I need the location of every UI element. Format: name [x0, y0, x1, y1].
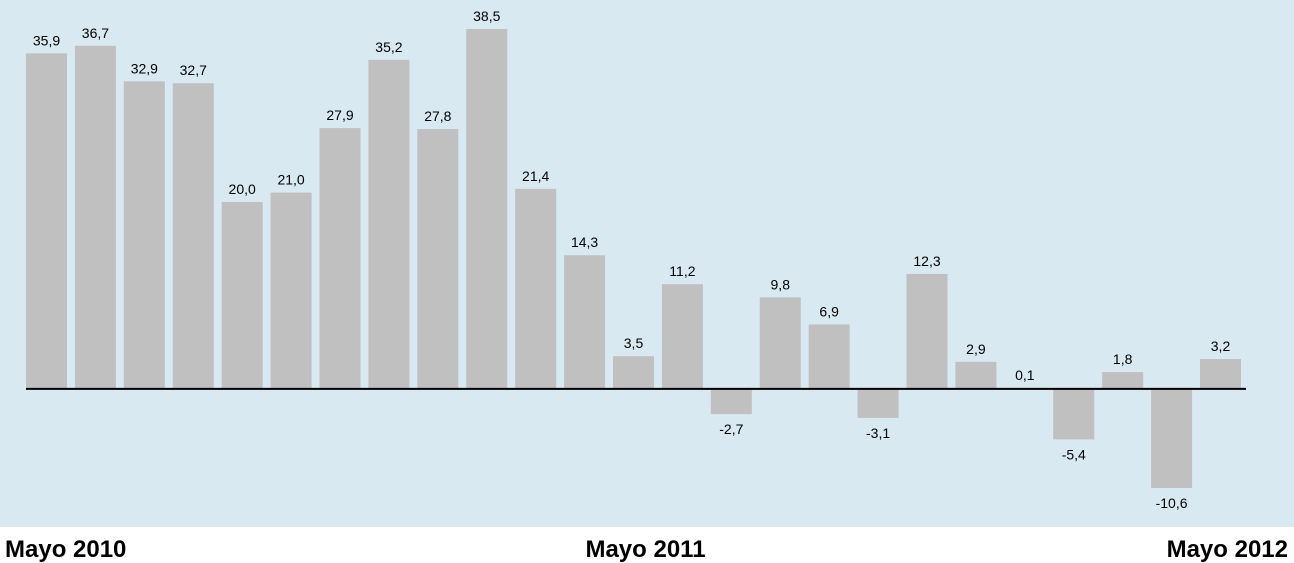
- data-label: 35,2: [375, 39, 402, 55]
- bar: [710, 388, 752, 415]
- bar: [368, 59, 410, 389]
- data-label: 32,7: [180, 62, 207, 78]
- bar: [270, 192, 312, 389]
- bar: [906, 273, 948, 389]
- data-label: 38,5: [473, 8, 500, 24]
- data-label: 12,3: [913, 253, 940, 269]
- bar: [808, 324, 850, 389]
- bar: [564, 255, 606, 389]
- bar: [661, 284, 703, 389]
- bar: [759, 297, 801, 389]
- x-tick-label: Mayo 2012: [1167, 536, 1288, 563]
- data-label: 27,8: [424, 108, 451, 124]
- data-label: 36,7: [82, 25, 109, 41]
- data-label: -5,4: [1062, 446, 1086, 462]
- data-label: -3,1: [866, 425, 890, 441]
- data-label: 2,9: [966, 341, 986, 357]
- data-label: 35,9: [33, 32, 60, 48]
- data-label: -10,6: [1156, 495, 1188, 511]
- bar: [613, 356, 654, 389]
- bar: [515, 188, 557, 389]
- bar: [123, 81, 165, 389]
- data-label: 14,3: [571, 234, 598, 250]
- bar: [857, 388, 899, 418]
- bar: [221, 201, 263, 389]
- bar: [466, 29, 508, 389]
- bar: [1200, 358, 1241, 389]
- bar: [1151, 388, 1193, 488]
- data-label: 0,1: [1015, 367, 1035, 383]
- bar: [417, 129, 459, 389]
- bar: [172, 83, 214, 389]
- data-label: 1,8: [1113, 351, 1133, 367]
- data-label: 3,5: [624, 335, 644, 351]
- bar: [955, 361, 997, 389]
- data-label: 3,2: [1211, 338, 1231, 354]
- x-tick-label: Mayo 2010: [5, 536, 126, 563]
- data-label: 27,9: [326, 107, 353, 123]
- data-label: 21,4: [522, 168, 549, 184]
- data-label: 20,0: [229, 181, 256, 197]
- data-label: 32,9: [131, 60, 158, 76]
- bar: [74, 45, 116, 389]
- data-label: 21,0: [277, 172, 304, 188]
- bar: [1053, 388, 1095, 440]
- data-label: 11,2: [669, 263, 695, 279]
- data-label: 9,8: [771, 276, 791, 292]
- bar: [26, 53, 67, 389]
- x-tick-label: Mayo 2011: [585, 536, 705, 563]
- bar: [1102, 372, 1144, 389]
- bar: [319, 128, 361, 389]
- data-label: 6,9: [819, 303, 839, 319]
- data-label: -2,7: [719, 421, 743, 437]
